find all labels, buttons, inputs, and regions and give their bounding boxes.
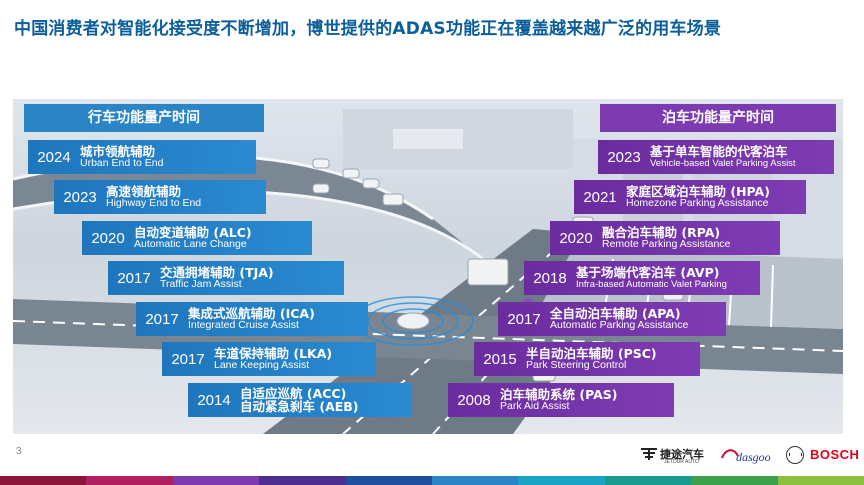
feature-year: 2023: [63, 188, 97, 206]
feature-name-cn: 家庭区域泊车辅助 (HPA): [626, 183, 770, 199]
parking-feature-card: 2023 基于单车智能的代客泊车 Vehicle-based Valet Park…: [598, 140, 834, 174]
feature-name-en: Vehicle-based Valet Parking Assist: [650, 157, 796, 169]
feature-name-cn: 集成式巡航辅助 (ICA): [188, 305, 315, 321]
feature-year: 2017: [117, 269, 151, 287]
feature-name-cn: 泊车辅助系统 (PAS): [500, 386, 618, 402]
jetour-mark-icon: [641, 448, 657, 460]
color-strip: [0, 476, 864, 485]
page-number: 3: [16, 446, 22, 457]
dasgoo-logo-graphic: dasgoo: [721, 449, 771, 464]
feature-name-en: Automatic Lane Change: [134, 238, 247, 251]
feature-name-en: Urban End to End: [80, 157, 164, 170]
feature-year: 2015: [483, 350, 517, 368]
feature-name-cn: 交通拥堵辅助 (TJA): [160, 264, 274, 280]
jetour-logo-cn: 捷途汽车: [660, 448, 704, 461]
feature-name-cn: 城市领航辅助: [80, 143, 156, 159]
feature-name-cn: 车道保持辅助 (LKA): [214, 345, 333, 361]
driving-feature-card: 2023 高速领航辅助 Highway End to End: [54, 180, 266, 214]
parking-features-header: 泊车功能量产时间: [600, 104, 836, 132]
feature-year: 2014: [197, 391, 231, 409]
driving-feature-card: 2017 交通拥堵辅助 (TJA) Traffic Jam Assist: [108, 261, 344, 295]
feature-year: 2021: [583, 188, 617, 206]
feature-name-cn: 融合泊车辅助 (RPA): [602, 224, 721, 240]
feature-year: 2020: [559, 229, 593, 247]
feature-name-cn: 基于场端代客泊车 (AVP): [576, 265, 720, 281]
footer-logos: 捷途汽车 JETOUR AUTO dasgoo BOSCH: [640, 444, 860, 468]
page-headline: 中国消费者对智能化接受度不断增加，博世提供的ADAS功能正在覆盖越来越广泛的用车…: [14, 19, 722, 39]
feature-name-en: Traffic Jam Assist: [160, 278, 242, 291]
feature-name-en: Automatic Parking Assistance: [550, 319, 689, 332]
parking-feature-card: 2008 泊车辅助系统 (PAS) Park Aid Assist: [448, 383, 674, 417]
dasgoo-logo: dasgoo: [720, 444, 780, 466]
driving-features-header: 行车功能量产时间: [24, 104, 264, 132]
feature-name-cn: 全自动泊车辅助 (APA): [550, 305, 681, 321]
driving-feature-card: 2024 城市领航辅助 Urban End to End: [28, 140, 256, 174]
feature-name-en: Remote Parking Assistance: [602, 238, 731, 251]
feature-name-cn: 基于单车智能的代客泊车: [650, 144, 788, 160]
driving-feature-card: 2017 车道保持辅助 (LKA) Lane Keeping Assist: [162, 342, 376, 376]
feature-year: 2020: [91, 229, 125, 247]
feature-year: 2017: [507, 310, 541, 328]
jetour-logo-en: JETOUR AUTO: [664, 459, 699, 465]
parking-feature-card: 2017 全自动泊车辅助 (APA) Automatic Parking Assi…: [498, 302, 726, 336]
parking-feature-card: 2015 半自动泊车辅助 (PSC) Park Steering Control: [474, 342, 700, 376]
driving-feature-card: 2017 集成式巡航辅助 (ICA) Integrated Cruise Assi…: [136, 302, 368, 336]
feature-year: 2017: [171, 350, 205, 368]
bosch-armature-icon: [786, 446, 804, 464]
parking-feature-card: 2020 融合泊车辅助 (RPA) Remote Parking Assistan…: [550, 221, 780, 255]
parking-feature-card: 2021 家庭区域泊车辅助 (HPA) Homezone Parking Assi…: [574, 180, 806, 214]
feature-year: 2024: [37, 148, 71, 166]
feature-name-en: Park Aid Assist: [500, 400, 570, 413]
feature-name-en: Park Steering Control: [526, 359, 627, 372]
parking-feature-card: 2018 基于场端代客泊车 (AVP) Infra-based Automatic…: [524, 261, 760, 295]
feature-name-cn: 自适应巡航 (ACC): [240, 385, 347, 401]
feature-name-cn: 半自动泊车辅助 (PSC): [526, 345, 657, 361]
feature-year: 2008: [457, 391, 491, 409]
feature-name-en: Integrated Cruise Assist: [188, 319, 299, 332]
feature-year: 2018: [533, 269, 567, 287]
driving-feature-card: 2020 自动变道辅助 (ALC) Automatic Lane Change: [82, 221, 312, 255]
feature-year: 2017: [145, 310, 179, 328]
bosch-wordmark: BOSCH: [810, 447, 860, 462]
feature-name-en: Lane Keeping Assist: [214, 359, 310, 372]
jetour-logo: 捷途汽车 JETOUR AUTO: [640, 444, 714, 466]
feature-year: 2023: [607, 148, 641, 166]
feature-name-en: Infra-based Automatic Valet Parking: [576, 278, 727, 290]
driving-feature-card: 2014 自适应巡航 (ACC) 自动紧急刹车 (AEB): [188, 383, 412, 417]
feature-name-en: Homezone Parking Assistance: [626, 197, 769, 210]
feature-name-cn: 高速领航辅助: [106, 183, 182, 199]
feature-name-cn: 自动变道辅助 (ALC): [134, 224, 252, 240]
feature-name-secondary: 自动紧急刹车 (AEB): [240, 399, 359, 414]
dasgoo-wordmark: dasgoo: [736, 450, 771, 464]
feature-name-en: Highway End to End: [106, 197, 202, 210]
